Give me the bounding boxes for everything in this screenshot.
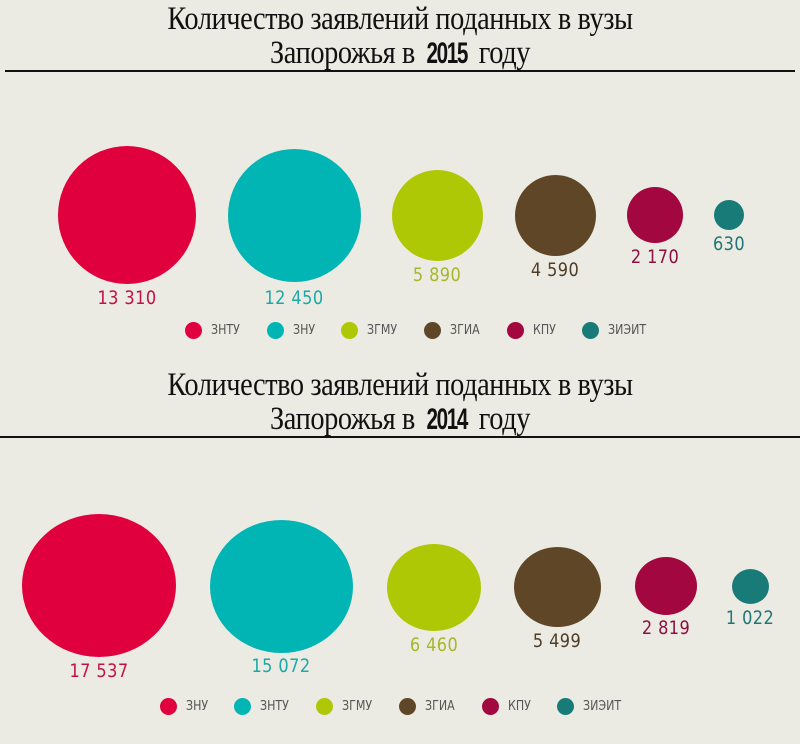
legend-item: КПУ [507,322,560,339]
legend-item: КПУ [482,698,535,715]
legend-label: ЗГМУ [367,323,398,338]
bubble-ЗНТУ [58,146,196,284]
legend-swatch-icon [316,698,334,715]
value-label: 2 170 [630,246,680,268]
value-label: 12 450 [264,287,324,309]
title-prefix: Запорожья в [270,401,415,437]
value-label: 5 499 [532,630,582,652]
legend-swatch-icon [424,322,442,339]
legend-item: ЗНТУ [185,322,245,339]
legend-item: ЗГМУ [341,322,402,339]
title-underline [0,436,800,438]
chart-title: Количество заявлений поданных в вузы Зап… [56,368,744,437]
title-line-2: Запорожья в 2014 году [56,402,744,437]
bubble-ЗГМУ [387,543,481,631]
legend-item: ЗГМУ [316,698,377,715]
legend-label: ЗГМУ [342,699,373,714]
legend-label: КПУ [533,323,557,338]
legend-label: ЗНУ [186,699,209,714]
bubble-ЗНТУ [209,519,353,653]
legend-swatch-icon [160,698,177,715]
value-label: 6 460 [409,634,459,656]
bubble-ЗГМУ [391,169,483,261]
title-year: 2014 [426,403,469,436]
value-label: 2 819 [641,617,691,639]
legend-item: ЗГИА [424,322,485,339]
legend: ЗНТУ ЗНУ ЗГМУ ЗГИА КПУ ЗИЭИТ [185,322,675,339]
title-suffix: году [478,35,531,71]
value-label: 4 590 [530,259,580,281]
legend-label: ЗНТУ [260,699,289,714]
title-suffix: году [478,401,531,437]
title-line-1: Количество заявлений поданных в вузы [167,367,633,403]
legend-label: ЗНУ [292,323,316,338]
legend: ЗНУ ЗНТУ ЗГМУ ЗГИА КПУ ЗИЭИТ [160,698,650,715]
title-underline [5,70,795,72]
value-label: 630 [712,233,746,255]
legend-swatch-icon [399,698,417,715]
bubble-ЗИЭИТ [714,200,744,230]
legend-swatch-icon [582,322,600,339]
legend-label: ЗИЭИТ [608,323,647,338]
title-year: 2015 [426,37,469,70]
title-line-2: Запорожья в 2015 году [56,36,744,71]
value-label: 1 022 [725,607,775,629]
bubble-ЗГИА [513,547,601,627]
legend-item: ЗИЭИТ [557,698,628,715]
chart-title: Количество заявлений поданных в вузы Зап… [56,2,744,71]
legend-swatch-icon [557,698,575,715]
title-line-1: Количество заявлений поданных в вузы [167,1,633,37]
legend-item: ЗГИА [399,698,460,715]
legend-label: ЗГИА [450,323,481,338]
value-label: 15 072 [251,655,311,677]
legend-item: ЗИЭИТ [582,322,653,339]
title-prefix: Запорожья в [270,35,415,71]
bubble-ЗНУ [227,148,361,282]
bubble-ЗНУ [22,513,176,657]
legend-item: ЗНУ [160,698,212,715]
value-label: 13 310 [97,287,157,309]
legend-item: ЗНУ [266,322,319,339]
bubble-КПУ [635,557,697,615]
legend-swatch-icon [266,322,284,339]
legend-swatch-icon [507,322,525,339]
legend-label: ЗНТУ [211,323,240,338]
legend-label: КПУ [508,699,532,714]
bubble-КПУ [627,187,683,243]
bubble-ЗИЭИТ [731,568,769,604]
legend-swatch-icon [185,322,202,339]
legend-swatch-icon [341,322,359,339]
value-label: 17 537 [69,660,129,682]
legend-label: ЗГИА [425,699,456,714]
legend-label: ЗИЭИТ [583,699,622,714]
legend-item: ЗНТУ [234,698,294,715]
legend-swatch-icon [482,698,500,715]
value-label: 5 890 [412,264,462,286]
legend-swatch-icon [234,698,252,715]
bubble-ЗГИА [514,174,596,256]
